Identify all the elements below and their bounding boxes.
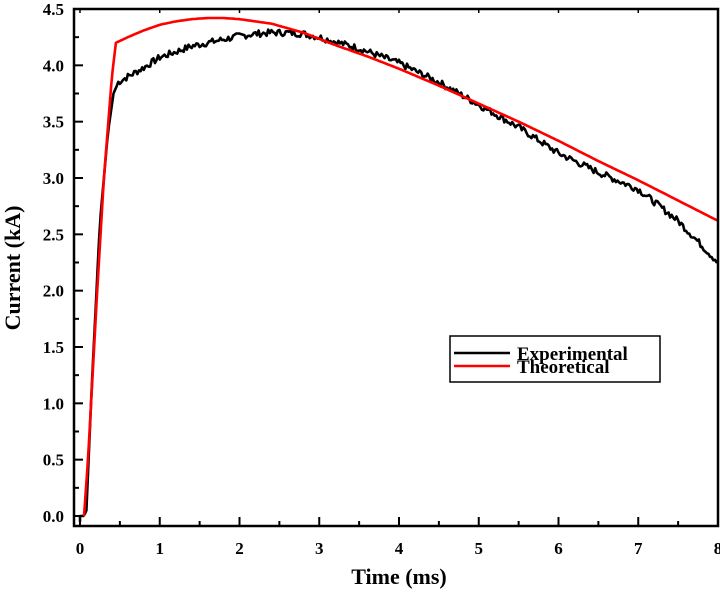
x-tick-label: 4 <box>395 539 404 558</box>
x-tick-label: 2 <box>235 539 244 558</box>
legend-item-experimental: Experimental <box>454 344 628 365</box>
x-tick-label: 6 <box>554 539 563 558</box>
y-tick-label: 2.5 <box>43 225 64 244</box>
y-tick-label: 0.0 <box>43 507 64 526</box>
y-tick-label: 4.5 <box>43 0 64 19</box>
legend-box <box>449 335 661 383</box>
x-axis-title: Time (ms) <box>351 564 447 589</box>
legend-label-experimental: Experimental <box>517 344 628 365</box>
x-tick-label: 7 <box>634 539 643 558</box>
legend-label-theoretical: Theoretical <box>517 357 610 378</box>
y-axis-title: Current (kA) <box>0 206 25 331</box>
y-tick-label: 1.0 <box>43 394 64 413</box>
axes <box>72 7 720 528</box>
y-tick-label: 2.0 <box>43 282 64 301</box>
y-tick-label: 3.0 <box>43 169 64 188</box>
x-tick-label: 0 <box>76 539 85 558</box>
series-experimental-line <box>78 28 718 522</box>
y-tick-label: 0.5 <box>43 451 64 470</box>
plot-frame <box>72 7 720 528</box>
series-layer <box>78 16 718 522</box>
x-tick-label: 5 <box>475 539 484 558</box>
x-tick-label: 3 <box>315 539 324 558</box>
series-theoretical-line <box>82 16 718 517</box>
y-tick-label: 3.5 <box>43 113 64 132</box>
x-tick-label: 1 <box>156 539 165 558</box>
tick-labels: 0 1 2 3 4 5 6 7 8 0.0 0.5 1.0 1.5 2.0 2.5 3.0 3.5 4.0 4.5 <box>43 0 720 558</box>
y-tick-label: 1.5 <box>43 338 64 357</box>
x-tick-label: 8 <box>714 539 720 558</box>
legend-item-theoretical: Theoretical <box>454 357 610 378</box>
y-tick-label: 4.0 <box>43 56 64 75</box>
legend: Experimental Theoretical <box>449 335 661 383</box>
